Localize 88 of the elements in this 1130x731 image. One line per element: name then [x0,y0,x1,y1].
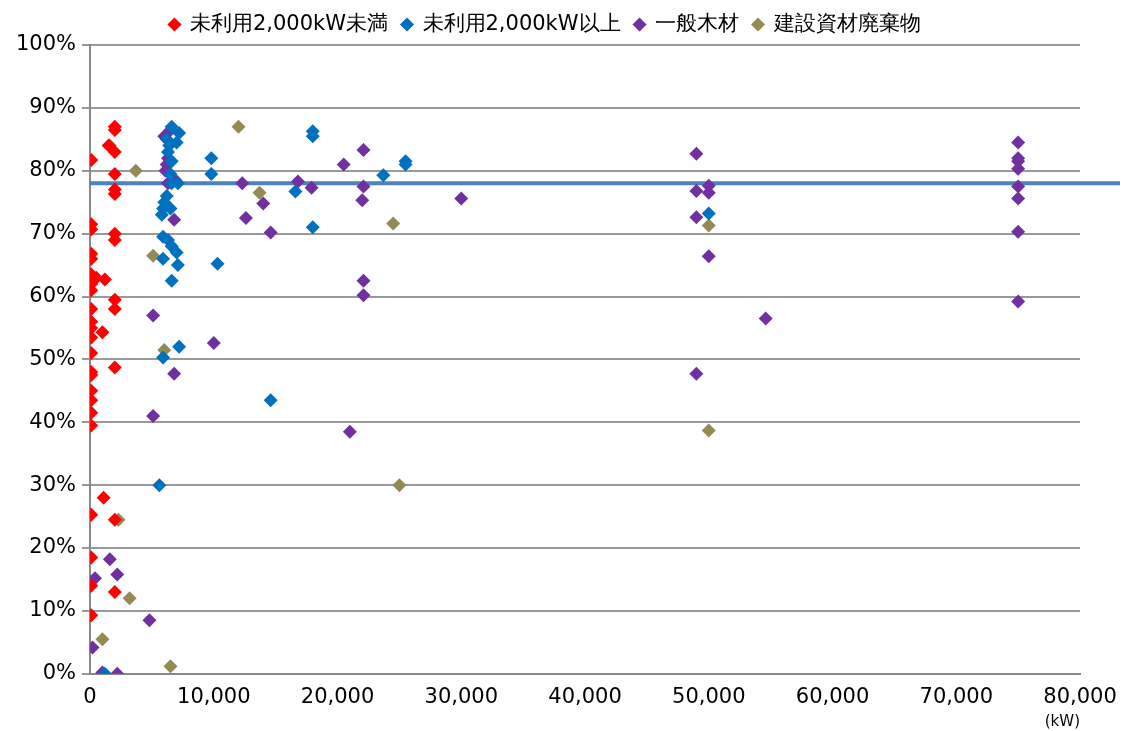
y-tick-label: 100% [15,31,77,56]
point [102,552,117,567]
point [689,146,704,161]
point [701,249,716,264]
point [152,478,167,493]
point [172,126,187,141]
point [156,251,171,266]
point [701,218,716,233]
point [356,179,371,194]
point [392,478,407,493]
point [758,311,773,326]
legend-label: 未利用2,000kW以上 [422,10,621,35]
legend-label: 一般木材 [655,10,740,35]
point [386,216,401,231]
point [689,183,704,198]
point [356,143,371,158]
point [204,166,219,181]
y-tick-label: 70% [29,220,77,245]
x-tick-label: 80,000 [1043,683,1117,708]
point [1011,224,1026,239]
x-tick-label: 40,000 [548,683,622,708]
point [689,210,704,225]
y-tick-label: 60% [29,282,77,307]
point [336,157,351,172]
x-tick-label: 0 [83,683,97,708]
y-tick-label: 80% [29,157,77,182]
point [304,180,319,195]
point [204,151,219,166]
point [252,185,267,200]
x-tick-label: 70,000 [919,683,993,708]
point [689,366,704,381]
point [169,245,184,260]
point [142,613,157,628]
point [1011,179,1026,194]
point [206,336,221,351]
legend-label: 建設資材廃棄物 [772,10,921,35]
point [164,154,179,169]
point [290,174,305,189]
point [163,659,178,674]
point [110,567,125,582]
point [454,191,469,206]
y-tick-label: 40% [29,408,77,433]
point [164,273,179,288]
point [128,163,143,178]
point [156,350,171,365]
point [163,166,178,181]
point [356,288,371,303]
y-tick-label: 20% [29,534,77,559]
point [95,632,110,647]
point [146,408,161,423]
point [1011,191,1026,206]
point [146,248,161,263]
x-tick-label: 10,000 [177,683,251,708]
x-tick-label: 50,000 [672,683,746,708]
y-tick-label: 10% [29,597,77,622]
point [263,393,278,408]
point [1011,294,1026,309]
point [172,339,187,354]
point [256,196,271,211]
point [376,168,391,183]
y-tick-label: 50% [29,345,77,370]
legend-label: 未利用2,000kW未満 [189,10,388,35]
y-tick-label: 90% [29,94,77,119]
point [263,225,278,240]
y-tick-label: 30% [29,471,77,496]
point [305,220,320,235]
point [238,210,253,225]
x-tick-label: 30,000 [424,683,499,708]
y-tick-label: 0% [42,660,77,685]
x-tick-label: 60,000 [795,683,870,708]
point [167,212,182,227]
point [288,184,303,199]
point [342,424,357,439]
point [210,256,225,271]
x-tick-label: 20,000 [300,683,375,708]
point [355,193,370,208]
point [356,273,371,288]
point [701,206,716,221]
point [146,308,161,323]
point [170,258,185,273]
point [701,423,716,438]
point [167,366,182,381]
point [122,591,137,606]
point [235,176,250,191]
point [231,119,246,134]
point [1011,135,1026,150]
x-axis-title: (kW) [1044,711,1080,730]
point [159,188,174,203]
